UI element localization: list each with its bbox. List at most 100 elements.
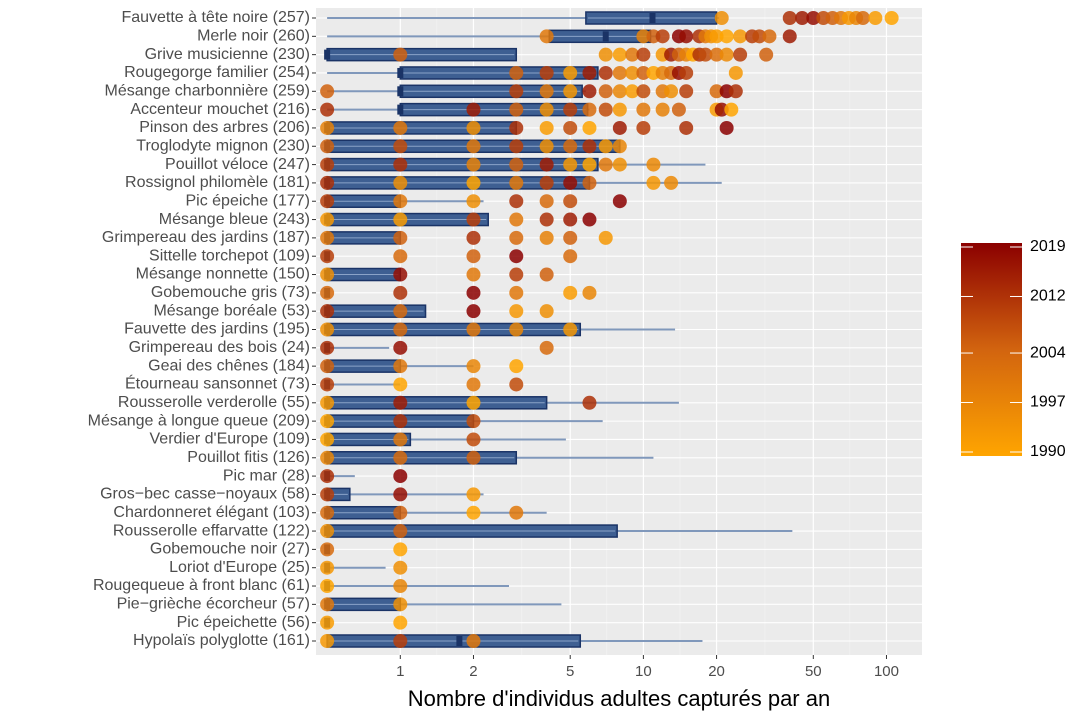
y-tick-label: Rougequeue à front blanc (61) (93, 577, 310, 594)
point (539, 194, 554, 209)
point (466, 304, 481, 319)
point (509, 249, 524, 264)
point (636, 120, 651, 135)
point (664, 175, 679, 190)
point (612, 157, 627, 172)
x-tick-label: 1 (396, 663, 404, 680)
point (393, 615, 408, 630)
point (320, 175, 335, 190)
point (709, 47, 724, 62)
y-tick-label: Pic mar (28) (223, 467, 310, 484)
y-tick-label: Rossignol philomèle (181) (125, 174, 310, 191)
point (466, 432, 481, 447)
point (320, 285, 335, 300)
point (612, 84, 627, 99)
point (539, 139, 554, 154)
point (320, 157, 335, 172)
point (509, 65, 524, 80)
point (598, 139, 613, 154)
point (509, 267, 524, 282)
point (466, 377, 481, 392)
point (598, 84, 613, 99)
colorbar-label: 2019 (1030, 238, 1066, 255)
point (612, 65, 627, 80)
point (612, 102, 627, 117)
point (320, 194, 335, 209)
point (655, 102, 670, 117)
x-tick-label: 5 (566, 663, 574, 680)
point (582, 84, 597, 99)
point (393, 175, 408, 190)
y-tick-label: Accenteur mouchet (216) (130, 101, 310, 118)
point (466, 487, 481, 502)
point (563, 230, 578, 245)
point (320, 267, 335, 282)
point (320, 377, 335, 392)
point (466, 359, 481, 374)
point (539, 120, 554, 135)
point (612, 194, 627, 209)
y-tick-label: Troglodyte mignon (230) (136, 137, 310, 154)
point (320, 414, 335, 429)
point (320, 395, 335, 410)
point (762, 29, 777, 44)
point (509, 377, 524, 392)
point (733, 29, 748, 44)
median (324, 49, 331, 60)
point (646, 175, 661, 190)
point (320, 322, 335, 337)
colorbar-label: 2012 (1030, 288, 1066, 305)
point (806, 11, 821, 25)
point (636, 47, 651, 62)
x-axis-title: Nombre d'individus adultes capturés par … (408, 686, 830, 711)
y-tick-label: Pic épeichette (56) (177, 614, 310, 631)
point (636, 29, 651, 44)
point (563, 175, 578, 190)
point (466, 212, 481, 227)
point (393, 212, 408, 227)
point (320, 542, 335, 557)
point (598, 102, 613, 117)
point (393, 414, 408, 429)
y-tick-label: Gobemouche noir (27) (150, 541, 310, 558)
point (733, 47, 748, 62)
point (393, 505, 408, 520)
point (393, 322, 408, 337)
y-tick-label: Mésange à longue queue (209) (88, 412, 310, 429)
point (563, 139, 578, 154)
point (320, 450, 335, 465)
y-tick-label: Grive musicienne (230) (145, 46, 310, 63)
point (393, 487, 408, 502)
point (563, 84, 578, 99)
point (509, 359, 524, 374)
median (397, 67, 404, 78)
y-tick-label: Gobemouche gris (73) (151, 284, 310, 301)
point (679, 29, 694, 44)
point (320, 634, 335, 648)
colorbar (961, 243, 1022, 456)
point (393, 597, 408, 612)
point (752, 29, 767, 44)
point (582, 157, 597, 172)
point (582, 139, 597, 154)
point (539, 267, 554, 282)
point (509, 139, 524, 154)
point (466, 505, 481, 520)
point (563, 194, 578, 209)
point (664, 84, 679, 99)
point (466, 139, 481, 154)
point (759, 47, 774, 62)
point (728, 84, 743, 99)
point (509, 322, 524, 337)
point (393, 560, 408, 575)
y-tick-label: Grimpereau des bois (24) (129, 339, 310, 356)
y-tick-label: Rousserolle effarvatte (122) (113, 522, 310, 539)
point (393, 359, 408, 374)
point (393, 157, 408, 172)
point (719, 120, 734, 135)
point (539, 212, 554, 227)
y-tick-label: Fauvette des jardins (195) (124, 321, 310, 338)
point (320, 524, 335, 539)
point (563, 65, 578, 80)
point (563, 120, 578, 135)
